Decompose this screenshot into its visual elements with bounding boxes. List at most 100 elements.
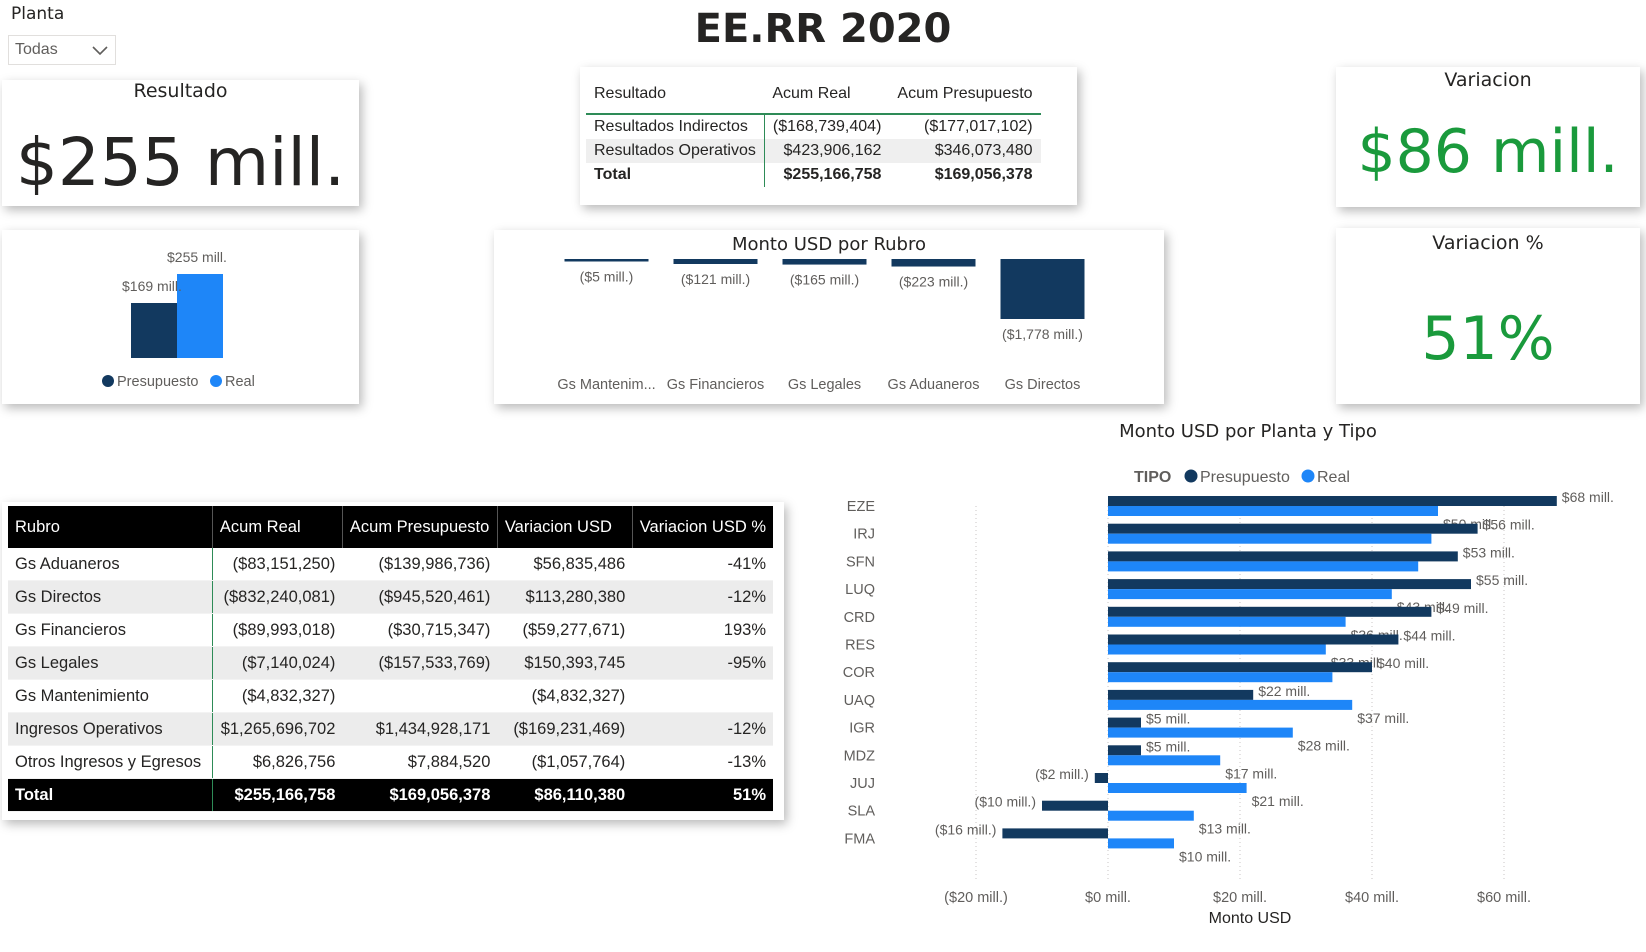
variacion-pct-card-title: Variacion %: [1432, 232, 1544, 254]
table-cell: Gs Financieros: [8, 613, 213, 647]
legend-dot-presupuesto: [1184, 469, 1198, 483]
bar-presupuesto[interactable]: [1042, 800, 1108, 811]
bar-presupuesto[interactable]: [131, 303, 177, 358]
summary-cell: Resultados Indirectos: [586, 114, 765, 139]
legend-label-real[interactable]: Real: [225, 374, 255, 390]
resultado-card[interactable]: Resultado $255 mill.: [2, 80, 359, 206]
legend-label-presupuesto[interactable]: Presupuesto: [117, 374, 198, 390]
x-tick-label: Gs Mantenim...: [557, 377, 655, 393]
rubro-header-acum-presupuesto[interactable]: Acum Presupuesto: [342, 506, 498, 548]
table-cell: [632, 679, 773, 713]
table-row[interactable]: Otros Ingresos y Egresos $6,826,756 $7,884…: [8, 745, 773, 779]
table-row[interactable]: Resultados Indirectos ($168,739,404) ($1…: [586, 114, 1041, 139]
chart-title: Monto USD por Rubro: [732, 234, 926, 255]
rubro-header-rubro[interactable]: Rubro: [8, 506, 213, 548]
legend-label-real[interactable]: Real: [1317, 469, 1350, 486]
legend-dot-real: [210, 375, 222, 387]
bar-real[interactable]: [1108, 810, 1194, 821]
bar-presupuesto[interactable]: [1108, 496, 1557, 506]
rubro-bar[interactable]: [891, 259, 976, 267]
legend-label-presupuesto[interactable]: Presupuesto: [1200, 469, 1290, 486]
variacion-card[interactable]: Variacion $86 mill.: [1336, 67, 1640, 207]
bar-data-label: $5 mill.: [1146, 738, 1190, 754]
bar-presupuesto[interactable]: [1108, 634, 1399, 645]
bar-real[interactable]: [1108, 616, 1346, 627]
summary-cell: ($177,017,102): [924, 118, 1033, 135]
resultado-mini-chart-card[interactable]: $169 mill. $255 mill. Presupuesto Real: [2, 230, 359, 404]
bar-real[interactable]: [1108, 838, 1174, 849]
planta-slicer-label: Planta: [11, 4, 65, 24]
rubro-header-variacion-usd[interactable]: Variacion USD: [497, 506, 633, 548]
table-cell: ($157,533,769): [342, 646, 498, 680]
monto-por-rubro-card[interactable]: Monto USD por Rubro ($5 mill.) Gs Manteni…: [494, 230, 1164, 404]
bar-presupuesto[interactable]: [1002, 828, 1108, 839]
bar-real[interactable]: [1108, 755, 1221, 766]
bar-real[interactable]: [177, 274, 223, 358]
table-total-cell: $86,110,380: [497, 778, 633, 812]
variacion-card-value: $86 mill.: [1357, 117, 1619, 187]
bar-real[interactable]: [1108, 533, 1432, 544]
bar-real[interactable]: [1108, 699, 1353, 710]
y-tick-label: IGR: [849, 721, 875, 737]
y-tick-label: CRD: [844, 610, 875, 626]
bar-presupuesto[interactable]: [1108, 523, 1478, 534]
bar-presupuesto[interactable]: [1108, 551, 1458, 562]
bar-presupuesto[interactable]: [1108, 689, 1254, 700]
summary-header-acum-real[interactable]: Acum Real: [764, 75, 890, 115]
bar-data-label: $22 mill.: [1258, 683, 1310, 699]
rubro-bar[interactable]: [1000, 259, 1085, 319]
table-row[interactable]: Gs Directos ($832,240,081) ($945,520,461) $…: [8, 580, 773, 614]
variacion-pct-card-value: 51%: [1421, 304, 1555, 374]
rubro-bar[interactable]: [673, 259, 758, 264]
table-row[interactable]: Gs Mantenimiento ($4,832,327) ($4,832,327): [8, 679, 773, 713]
table-row[interactable]: Gs Financieros ($89,993,018) ($30,715,347)…: [8, 613, 773, 647]
x-tick-label: $0 mill.: [1085, 890, 1131, 906]
table-total-row[interactable]: Total $255,166,758 $169,056,378: [586, 163, 1041, 187]
bar-data-label: $55 mill.: [1476, 572, 1528, 588]
bar-presupuesto[interactable]: [1108, 662, 1372, 673]
bar-real[interactable]: [1108, 727, 1293, 738]
x-tick-label: Gs Aduaneros: [888, 377, 980, 393]
bar-presupuesto[interactable]: [1094, 773, 1108, 783]
summary-cell: $255,166,758: [783, 166, 882, 183]
rubro-bar-label: ($121 mill.): [681, 271, 750, 287]
summary-cell: ($168,739,404): [772, 118, 882, 135]
planta-slicer-dropdown[interactable]: Todas: [8, 35, 116, 65]
table-cell: ($1,057,764): [497, 745, 633, 779]
rubro-bar[interactable]: [782, 259, 867, 265]
monto-por-rubro-chart: Monto USD por Rubro ($5 mill.) Gs Manteni…: [557, 234, 1085, 393]
summary-header-acum-presupuesto[interactable]: Acum Presupuesto: [889, 75, 1041, 115]
bar-real[interactable]: [1108, 783, 1247, 793]
table-row[interactable]: Gs Aduaneros ($83,151,250) ($139,986,736) $…: [8, 548, 773, 581]
table-cell: ($4,832,327): [212, 679, 343, 713]
table-row[interactable]: Ingresos Operativos $1,265,696,702 $1,434,…: [8, 712, 773, 746]
bar-real[interactable]: [1108, 561, 1419, 572]
table-cell: Gs Aduaneros: [8, 548, 213, 581]
bar-presupuesto[interactable]: [1108, 579, 1471, 590]
table-cell: -12%: [632, 712, 773, 746]
table-cell: ($139,986,736): [342, 548, 498, 581]
table-row[interactable]: Gs Legales ($7,140,024) ($157,533,769) $150…: [8, 646, 773, 680]
summary-header-resultado[interactable]: Resultado: [586, 75, 765, 115]
rubro-bar[interactable]: [564, 259, 649, 262]
resultado-summary-card[interactable]: Resultado Acum Real Acum Presupuesto Res…: [580, 67, 1077, 205]
table-row[interactable]: Resultados Operativos $423,906,162 $346,…: [586, 139, 1041, 163]
bar-real[interactable]: [1108, 644, 1326, 655]
table-cell: $7,884,520: [342, 745, 498, 779]
bar-data-label: $21 mill.: [1252, 793, 1304, 809]
resultado-mini-chart: $169 mill. $255 mill. Presupuesto Real: [102, 249, 255, 390]
table-total-row[interactable]: Total $255,166,758 $169,056,378 $86,110,380…: [8, 778, 773, 812]
bar-presupuesto[interactable]: [1108, 606, 1432, 617]
bar-real[interactable]: [1108, 589, 1392, 600]
rubro-header-variacion-pct[interactable]: Variacion USD %: [632, 506, 773, 548]
bar-presupuesto[interactable]: [1108, 745, 1141, 756]
table-cell: ($169,231,469): [497, 712, 633, 746]
variacion-pct-card[interactable]: Variacion % 51%: [1336, 228, 1640, 404]
y-tick-label: RES: [845, 638, 875, 654]
rubro-header-acum-real[interactable]: Acum Real: [212, 506, 343, 548]
bar-real[interactable]: [1108, 506, 1438, 516]
bar-presupuesto[interactable]: [1108, 717, 1141, 728]
table-cell: ($7,140,024): [212, 646, 343, 680]
bar-real[interactable]: [1108, 672, 1333, 683]
table-cell: Gs Legales: [8, 646, 213, 680]
